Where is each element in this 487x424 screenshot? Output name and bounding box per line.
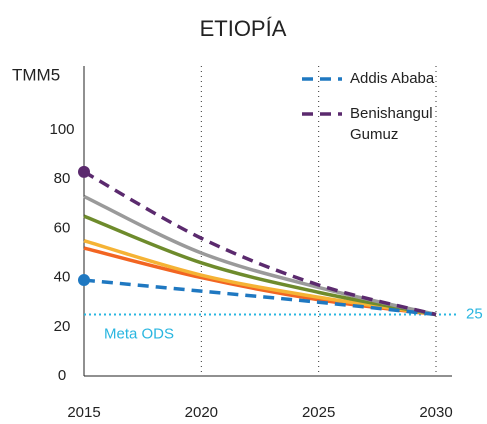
y-tick-label: 80 — [54, 170, 71, 187]
x-tick-label: 2030 — [419, 404, 452, 421]
y-axis-label: TMM5 — [12, 65, 60, 84]
chart-title: ETIOPÍA — [200, 16, 287, 41]
x-tick-label: 2020 — [185, 404, 218, 421]
start-marker — [78, 165, 90, 178]
x-tick-label: 2025 — [302, 404, 335, 421]
y-tick-label: 20 — [54, 318, 71, 335]
series-line — [83, 214, 437, 317]
legend-label: Addis Ababa — [350, 70, 435, 87]
y-tick-label: 60 — [54, 219, 71, 236]
x-tick-label: 2015 — [67, 404, 100, 421]
y-tick-label: 40 — [54, 269, 71, 286]
target-value: 25 — [466, 305, 483, 322]
target-label: Meta ODS — [104, 325, 174, 342]
y-tick-label: 0 — [58, 367, 66, 384]
legend-item: Addis Ababa — [350, 70, 435, 87]
series-line — [83, 170, 437, 317]
legend-item: Benishangul Gumuz — [350, 105, 433, 143]
y-tick-label: 100 — [49, 121, 74, 138]
series-line — [83, 239, 437, 317]
start-marker — [78, 274, 90, 287]
legend-label: Benishangul Gumuz — [350, 105, 433, 143]
